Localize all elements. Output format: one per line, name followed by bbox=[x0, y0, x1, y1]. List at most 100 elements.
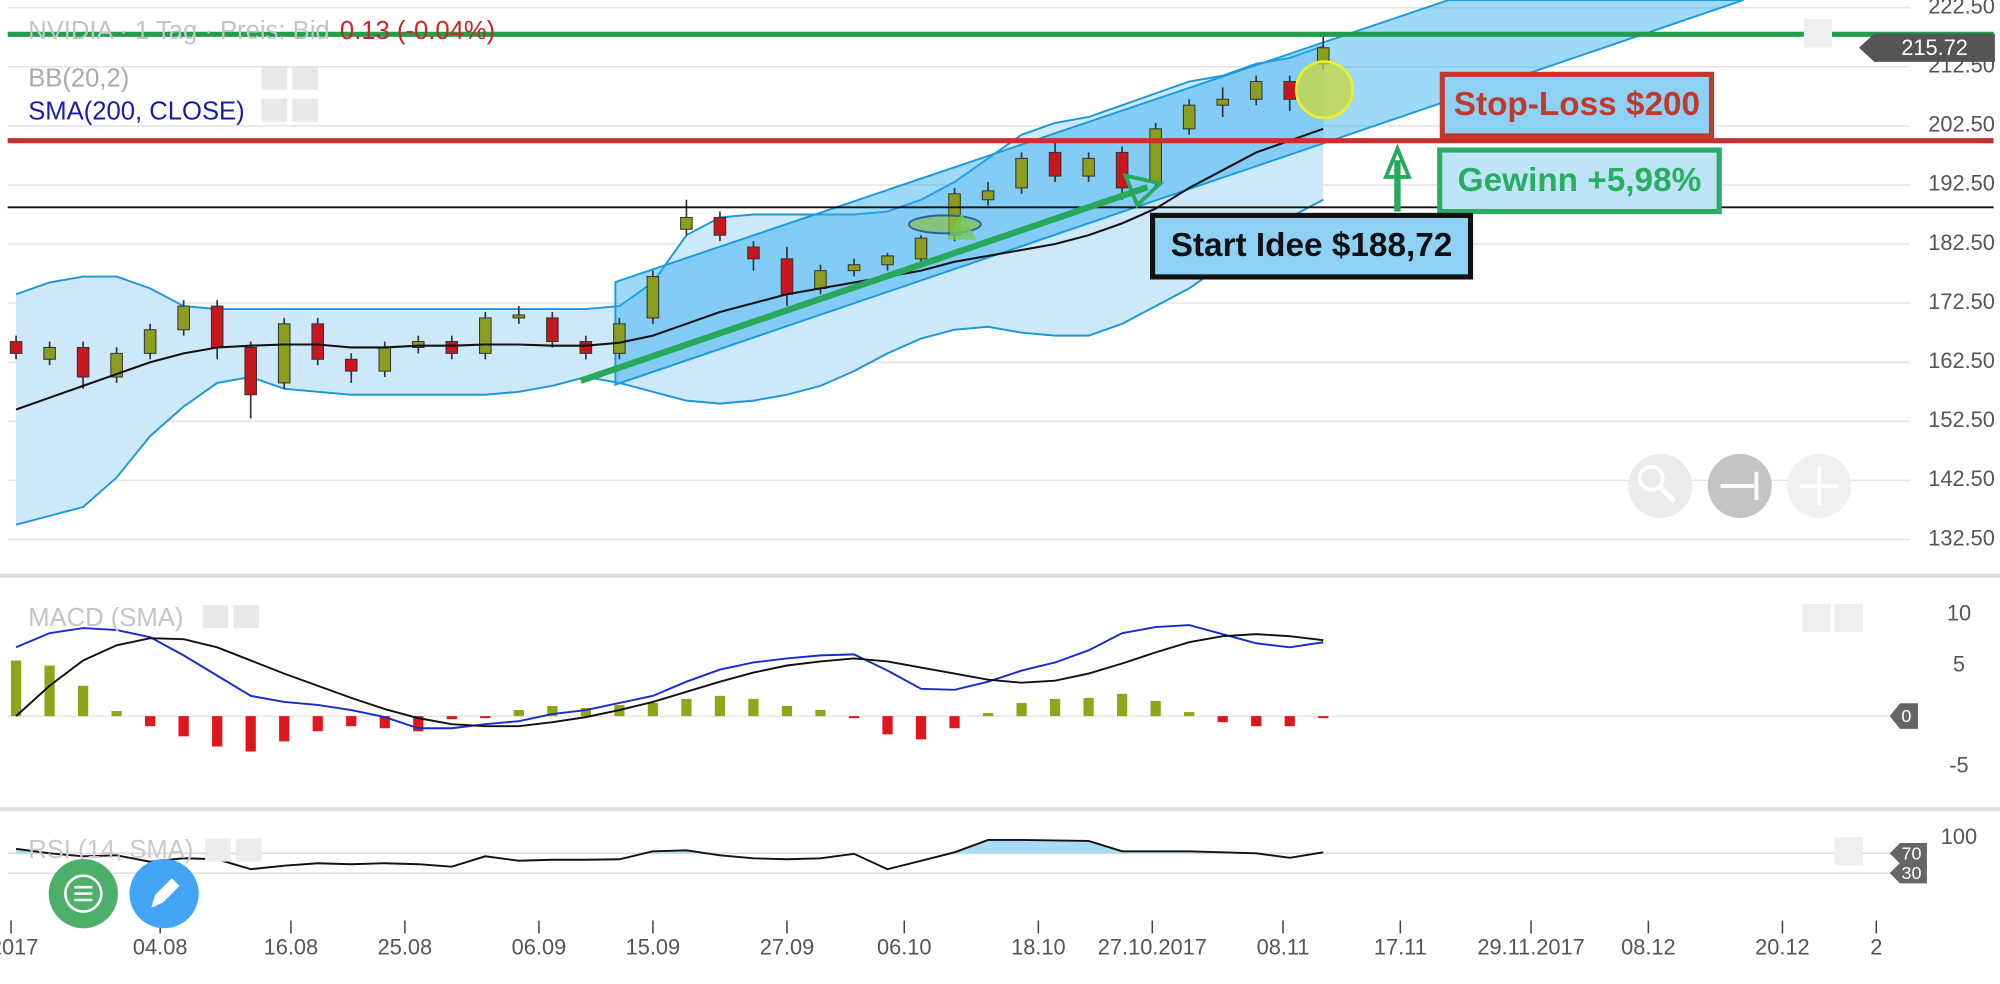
sma-line bbox=[15, 127, 1324, 411]
candle-body bbox=[881, 255, 894, 266]
histogram-bar bbox=[1251, 716, 1262, 727]
histogram-bar bbox=[279, 716, 290, 742]
x-tick-label: 18.10 bbox=[1011, 934, 1066, 959]
histogram-bar bbox=[848, 716, 860, 719]
x-tick-label: 27.10.2017 bbox=[1098, 934, 1207, 959]
candle-body bbox=[479, 317, 492, 354]
histogram-bar bbox=[245, 716, 256, 752]
candle-body bbox=[680, 216, 693, 230]
panel-title: MACD (SMA) bbox=[28, 604, 183, 632]
instrument: NVIDIA · 1 Tag · Preis: Bid bbox=[28, 17, 329, 45]
header: NVIDIA · 1 Tag · Preis: Bid 0.13 (-0.04%) bbox=[28, 17, 495, 45]
histogram-bar bbox=[781, 705, 793, 717]
annotation-box bbox=[1437, 147, 1722, 215]
candle-body bbox=[1115, 151, 1129, 189]
settings-icon[interactable] bbox=[261, 98, 288, 122]
candle-body bbox=[277, 323, 291, 384]
annotation-text: Start Idee $188,72 bbox=[1171, 227, 1453, 264]
histogram-bar bbox=[915, 716, 927, 740]
candle-body bbox=[646, 276, 660, 319]
histogram-bar bbox=[1318, 716, 1329, 719]
list-icon bbox=[64, 874, 103, 913]
candle-body bbox=[1249, 81, 1263, 100]
x-tick-label: 15.09 bbox=[626, 934, 681, 959]
histogram-bar bbox=[77, 685, 89, 717]
y-tick-label: 152.50 bbox=[1928, 407, 1995, 432]
rsi-line bbox=[15, 838, 1324, 871]
candle-body bbox=[1149, 128, 1162, 183]
entry-marker bbox=[946, 212, 977, 240]
legend-label: SMA(200, CLOSE) bbox=[28, 98, 244, 126]
candle-body bbox=[244, 346, 257, 396]
x-tick-label: 17.11 bbox=[1374, 934, 1427, 959]
zoom-icon bbox=[1658, 485, 1677, 504]
histogram-bar bbox=[647, 702, 659, 717]
candle-body bbox=[1048, 151, 1062, 177]
candle-body bbox=[411, 341, 425, 348]
panel-icon[interactable] bbox=[1834, 603, 1863, 633]
candle-body bbox=[1216, 98, 1229, 106]
histogram-bar bbox=[982, 713, 994, 717]
close-icon[interactable] bbox=[233, 605, 259, 629]
candle-body bbox=[311, 323, 325, 360]
y-tick-label: 10 bbox=[1947, 601, 1971, 626]
candle-body bbox=[1283, 81, 1297, 100]
x-tick-label: 08.12 bbox=[1621, 934, 1676, 959]
candle-body bbox=[579, 341, 593, 354]
candle-body bbox=[914, 237, 928, 260]
histogram-bar bbox=[1016, 702, 1027, 717]
histogram-bar bbox=[1083, 697, 1094, 717]
trend-arrow-head bbox=[1122, 172, 1165, 209]
x-tick-label: 2 bbox=[1870, 934, 1882, 959]
y-tick-label: 182.50 bbox=[1928, 230, 1995, 255]
close-icon[interactable] bbox=[292, 98, 318, 122]
settings-icon[interactable] bbox=[205, 838, 231, 862]
level-label: 0 bbox=[1901, 706, 1911, 726]
candle-body bbox=[981, 190, 995, 201]
grid-layer bbox=[7, 6, 1911, 874]
bollinger-upper bbox=[15, 45, 1324, 311]
level-badge bbox=[1889, 843, 1927, 864]
histogram-bar bbox=[346, 716, 357, 727]
panel-icon[interactable] bbox=[1834, 837, 1863, 866]
y-tick-label: 142.50 bbox=[1928, 466, 1995, 491]
y-tick-label: 192.50 bbox=[1928, 171, 1995, 196]
level-badge bbox=[1889, 862, 1927, 884]
y-tick-label: 202.50 bbox=[1928, 112, 1995, 137]
histogram-bar bbox=[1049, 698, 1061, 717]
y-tick-label: 172.50 bbox=[1928, 289, 1995, 314]
zoom-icon bbox=[1637, 464, 1665, 492]
level-badge bbox=[1889, 703, 1918, 729]
candle-body bbox=[177, 305, 190, 331]
settings-icon[interactable] bbox=[202, 605, 229, 629]
annotation-box bbox=[1439, 71, 1715, 139]
trend-arrow bbox=[579, 184, 1149, 384]
x-tick-label: 27.09 bbox=[760, 934, 815, 959]
candle-body bbox=[512, 314, 526, 319]
candle-body bbox=[780, 258, 794, 295]
y-tick-label: -5 bbox=[1949, 752, 1968, 777]
price-marker bbox=[1858, 33, 1995, 62]
level-label: 70 bbox=[1902, 843, 1922, 863]
close-icon[interactable] bbox=[292, 66, 318, 90]
annotation-box bbox=[1150, 212, 1474, 280]
overbought-fill bbox=[16, 839, 1324, 854]
candle-body bbox=[445, 341, 459, 354]
histogram-bar bbox=[379, 716, 390, 729]
candle-body bbox=[713, 216, 727, 236]
y-tick-label: 100 bbox=[1941, 824, 1977, 849]
macd-line bbox=[15, 624, 1324, 730]
bollinger-lower bbox=[15, 198, 1324, 526]
candle-body bbox=[814, 270, 827, 289]
settings-icon[interactable] bbox=[261, 66, 288, 90]
close-icon[interactable] bbox=[235, 838, 262, 862]
x-tick-label: 04.08 bbox=[133, 934, 188, 959]
histogram-bar bbox=[44, 665, 55, 717]
panel-icon[interactable] bbox=[1802, 603, 1831, 633]
histogram-bar bbox=[748, 698, 759, 717]
histogram-bar bbox=[714, 695, 726, 717]
highlight-circle bbox=[1294, 60, 1354, 120]
x-tick-label: 08.11 bbox=[1257, 934, 1310, 959]
panel-icon[interactable] bbox=[1803, 19, 1833, 48]
